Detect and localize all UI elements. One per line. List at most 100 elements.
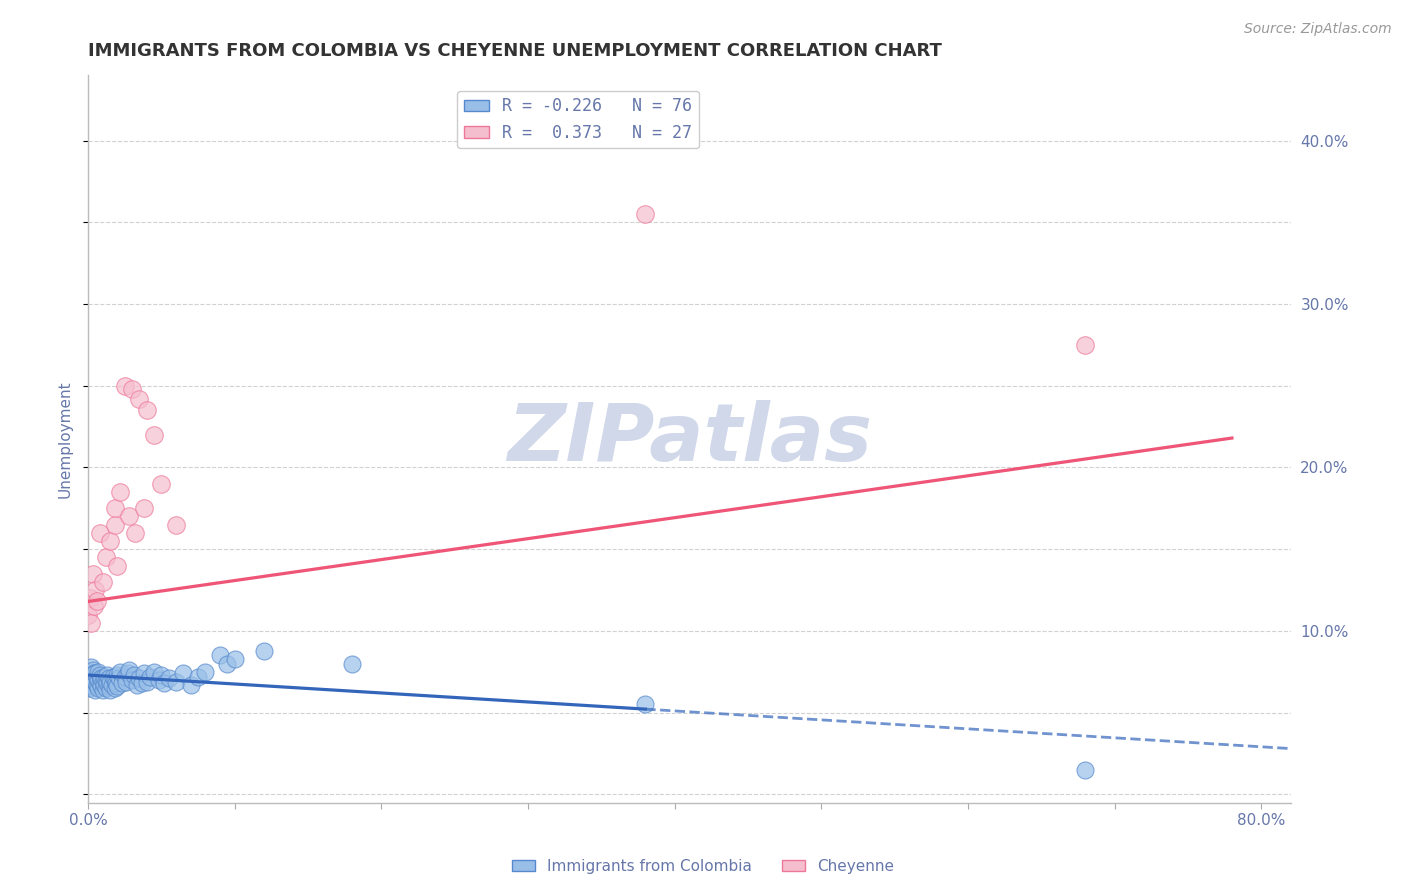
Point [121,382,143,396]
Point [91,574,114,589]
Point [77,607,100,622]
Point [157,671,180,685]
Point [86,670,108,684]
Point [114,670,136,684]
Point [87,681,110,695]
Point [103,681,125,695]
Point [82,566,104,581]
Point [94,681,117,695]
Point [86,678,108,692]
Point [77,670,100,684]
Point [90,680,112,694]
Point [82,663,104,677]
Point [97,671,120,685]
Point [118,663,141,677]
Text: ZIPatlas: ZIPatlas [508,400,872,478]
Point [634,207,657,221]
Point [340,657,363,671]
Text: IMMIGRANTS FROM COLOMBIA VS CHEYENNE UNEMPLOYMENT CORRELATION CHART: IMMIGRANTS FROM COLOMBIA VS CHEYENNE UNE… [89,42,942,60]
Point [83,674,105,689]
Point [80,676,103,690]
Point [82,671,104,685]
Point [107,680,129,694]
Point [143,665,166,679]
Point [90,671,112,685]
Point [122,668,145,682]
Point [125,678,148,692]
Point [79,665,101,679]
Point [103,501,125,516]
Point [115,674,138,689]
Point [124,525,146,540]
Point [1074,338,1097,352]
Point [108,671,131,685]
Point [84,666,107,681]
Point [118,509,141,524]
Legend: R = -0.226   N = 76, R =  0.373   N = 27: R = -0.226 N = 76, R = 0.373 N = 27 [457,91,699,148]
Point [91,674,114,689]
Point [89,525,111,540]
Point [98,674,121,689]
Point [93,678,115,692]
Point [87,673,110,687]
Point [100,678,122,692]
Point [103,517,125,532]
Point [89,668,111,682]
Point [96,676,118,690]
Point [80,668,103,682]
Point [135,674,157,689]
Point [128,671,150,685]
Point [131,676,153,690]
Point [180,678,202,692]
Point [103,673,125,687]
Point [97,680,120,694]
Point [187,670,209,684]
Point [82,680,104,694]
Point [89,676,111,690]
Point [148,673,170,687]
Point [84,674,107,689]
Point [101,670,124,684]
Point [634,698,657,712]
Point [139,670,162,684]
Point [110,485,132,500]
Point [165,674,187,689]
Point [111,676,134,690]
Point [79,673,101,687]
Point [224,651,246,665]
Point [80,660,103,674]
Point [1074,763,1097,777]
Point [98,682,121,697]
Point [217,657,239,671]
Point [172,666,194,681]
Point [107,558,129,573]
Point [87,665,110,679]
Point [93,670,115,684]
Point [117,666,139,681]
Point [94,550,117,565]
Point [84,582,107,597]
Point [128,392,150,406]
Point [77,678,100,692]
Point [143,427,166,442]
Point [83,599,105,614]
Y-axis label: Unemployment: Unemployment [58,380,72,498]
Point [150,476,173,491]
Point [165,517,187,532]
Point [96,668,118,682]
Point [83,666,105,681]
Point [107,668,129,682]
Point [135,403,157,417]
Point [194,665,217,679]
Point [86,594,108,608]
Point [114,378,136,392]
Point [132,666,155,681]
Point [98,534,121,549]
Point [94,673,117,687]
Point [132,501,155,516]
Text: Source: ZipAtlas.com: Source: ZipAtlas.com [1244,22,1392,37]
Point [150,668,173,682]
Point [79,591,101,606]
Point [153,676,176,690]
Point [121,673,143,687]
